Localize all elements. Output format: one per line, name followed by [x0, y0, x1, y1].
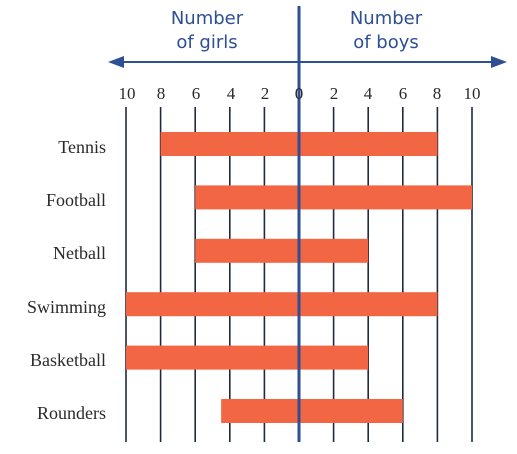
girls-header-line-2: of girls — [176, 32, 237, 53]
tick-label-boys-2: 2 — [330, 84, 339, 103]
tick-label-girls-8: 8 — [157, 84, 166, 103]
bar-basketball — [126, 345, 369, 370]
category-label-netball: Netball — [53, 243, 106, 263]
category-label-tennis: Tennis — [58, 137, 106, 157]
x-tick-labels: 10 8 6 4 2 0 2 4 6 8 10 — [119, 84, 481, 103]
bar-football — [195, 185, 472, 210]
bar-swimming — [126, 292, 438, 317]
boys-header-line-1: Number — [350, 8, 423, 29]
tick-label-boys-8: 8 — [433, 84, 442, 103]
left-arrowhead-icon — [108, 56, 124, 68]
category-labels: Tennis Football Netball Swimming Basketb… — [27, 137, 106, 423]
category-label-football: Football — [46, 190, 106, 210]
boys-header-line-2: of boys — [353, 32, 419, 53]
tick-label-zero: 0 — [295, 84, 304, 103]
gridlines — [125, 107, 473, 442]
tick-label-boys-10: 10 — [464, 84, 481, 103]
tick-label-boys-6: 6 — [399, 84, 408, 103]
tick-label-girls-10: 10 — [119, 84, 136, 103]
tick-label-girls-4: 4 — [227, 84, 236, 103]
category-label-basketball: Basketball — [30, 350, 106, 370]
bar-rounders — [221, 399, 403, 423]
tick-label-girls-6: 6 — [192, 84, 201, 103]
bar-netball — [195, 238, 369, 263]
right-arrowhead-icon — [491, 56, 507, 68]
category-label-swimming: Swimming — [27, 297, 106, 317]
tick-label-boys-4: 4 — [364, 84, 373, 103]
category-label-rounders: Rounders — [37, 403, 106, 423]
girls-header-line-1: Number — [171, 8, 244, 29]
tick-label-girls-2: 2 — [261, 84, 270, 103]
